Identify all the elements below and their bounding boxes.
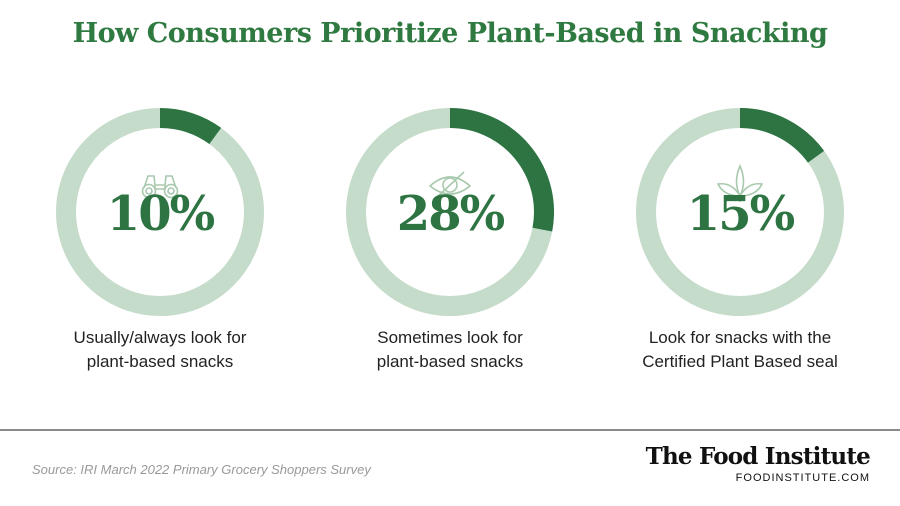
source-note: Source: IRI March 2022 Primary Grocery S… xyxy=(32,462,371,477)
donut-chart-usually-always: 10% xyxy=(56,108,264,316)
brand-name: The Food Institute xyxy=(645,443,871,470)
brand-logo: The Food Institute FOODINSTITUTE.COM xyxy=(645,443,871,485)
donut-value-arc xyxy=(449,108,554,232)
value-label: 10% xyxy=(107,186,215,242)
footer-divider xyxy=(0,429,900,431)
donut-value-arc xyxy=(739,108,825,163)
leaf-icon xyxy=(716,164,764,202)
eye-icon xyxy=(428,171,472,199)
caption-usually-always: Usually/always look for plant-based snac… xyxy=(10,326,310,374)
caption-sometimes: Sometimes look for plant-based snacks xyxy=(300,326,600,374)
brand-url: FOODINSTITUTE.COM xyxy=(735,472,870,484)
caption-line: plant-based snacks xyxy=(376,352,524,371)
caption-line: Certified Plant Based seal xyxy=(642,352,838,371)
binoculars-icon xyxy=(141,175,179,199)
caption-line: Usually/always look for xyxy=(73,328,247,347)
caption-line: Look for snacks with the xyxy=(648,328,832,347)
caption-certified-seal: Look for snacks with the Certified Plant… xyxy=(590,326,890,374)
value-label: 28% xyxy=(397,186,505,242)
caption-line: Sometimes look for xyxy=(377,328,523,347)
donut-chart-certified-seal: 15% xyxy=(636,108,844,316)
value-label: 15% xyxy=(687,186,795,242)
caption-line: plant-based snacks xyxy=(86,352,234,371)
donut-chart-sometimes: 28% xyxy=(346,108,554,316)
chart-title: How Consumers Prioritize Plant-Based in … xyxy=(72,18,828,49)
donut-value-arc xyxy=(159,108,222,145)
